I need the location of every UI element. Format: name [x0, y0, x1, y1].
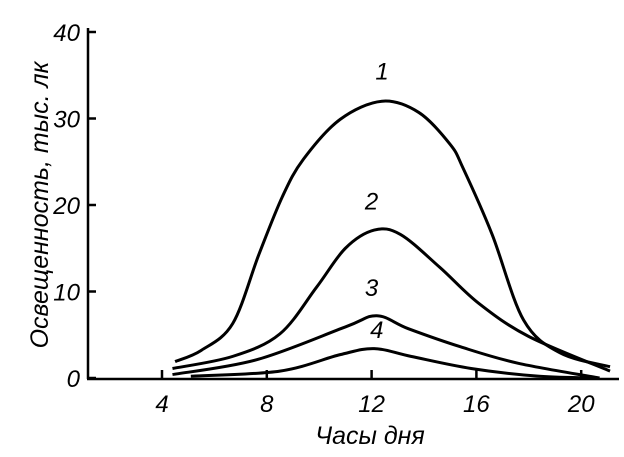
- y-tick-label: 30: [53, 107, 80, 134]
- curve-2: [172, 227, 611, 373]
- curve-label-3: 3: [365, 275, 379, 302]
- curve-label-1: 1: [375, 59, 388, 86]
- x-axis-label: Часы дня: [315, 422, 425, 450]
- x-tick-label: 20: [567, 391, 595, 418]
- curve-label-4: 4: [370, 317, 383, 344]
- x-tick-label: 8: [260, 391, 274, 418]
- curve-1: [174, 99, 611, 369]
- y-axis-label: Освещенность, тыс. лк: [26, 60, 54, 348]
- x-tick-label: 16: [463, 391, 490, 418]
- y-tick-label: 0: [67, 366, 81, 393]
- y-tick-label: 10: [53, 280, 80, 307]
- curve-3: [172, 314, 600, 380]
- y-tick-label: 40: [53, 20, 80, 47]
- curve-4: [190, 347, 600, 380]
- curve-label-2: 2: [364, 188, 378, 215]
- x-tick-label: 12: [358, 391, 385, 418]
- y-tick-label: 20: [52, 193, 80, 220]
- x-tick-label: 4: [155, 391, 168, 418]
